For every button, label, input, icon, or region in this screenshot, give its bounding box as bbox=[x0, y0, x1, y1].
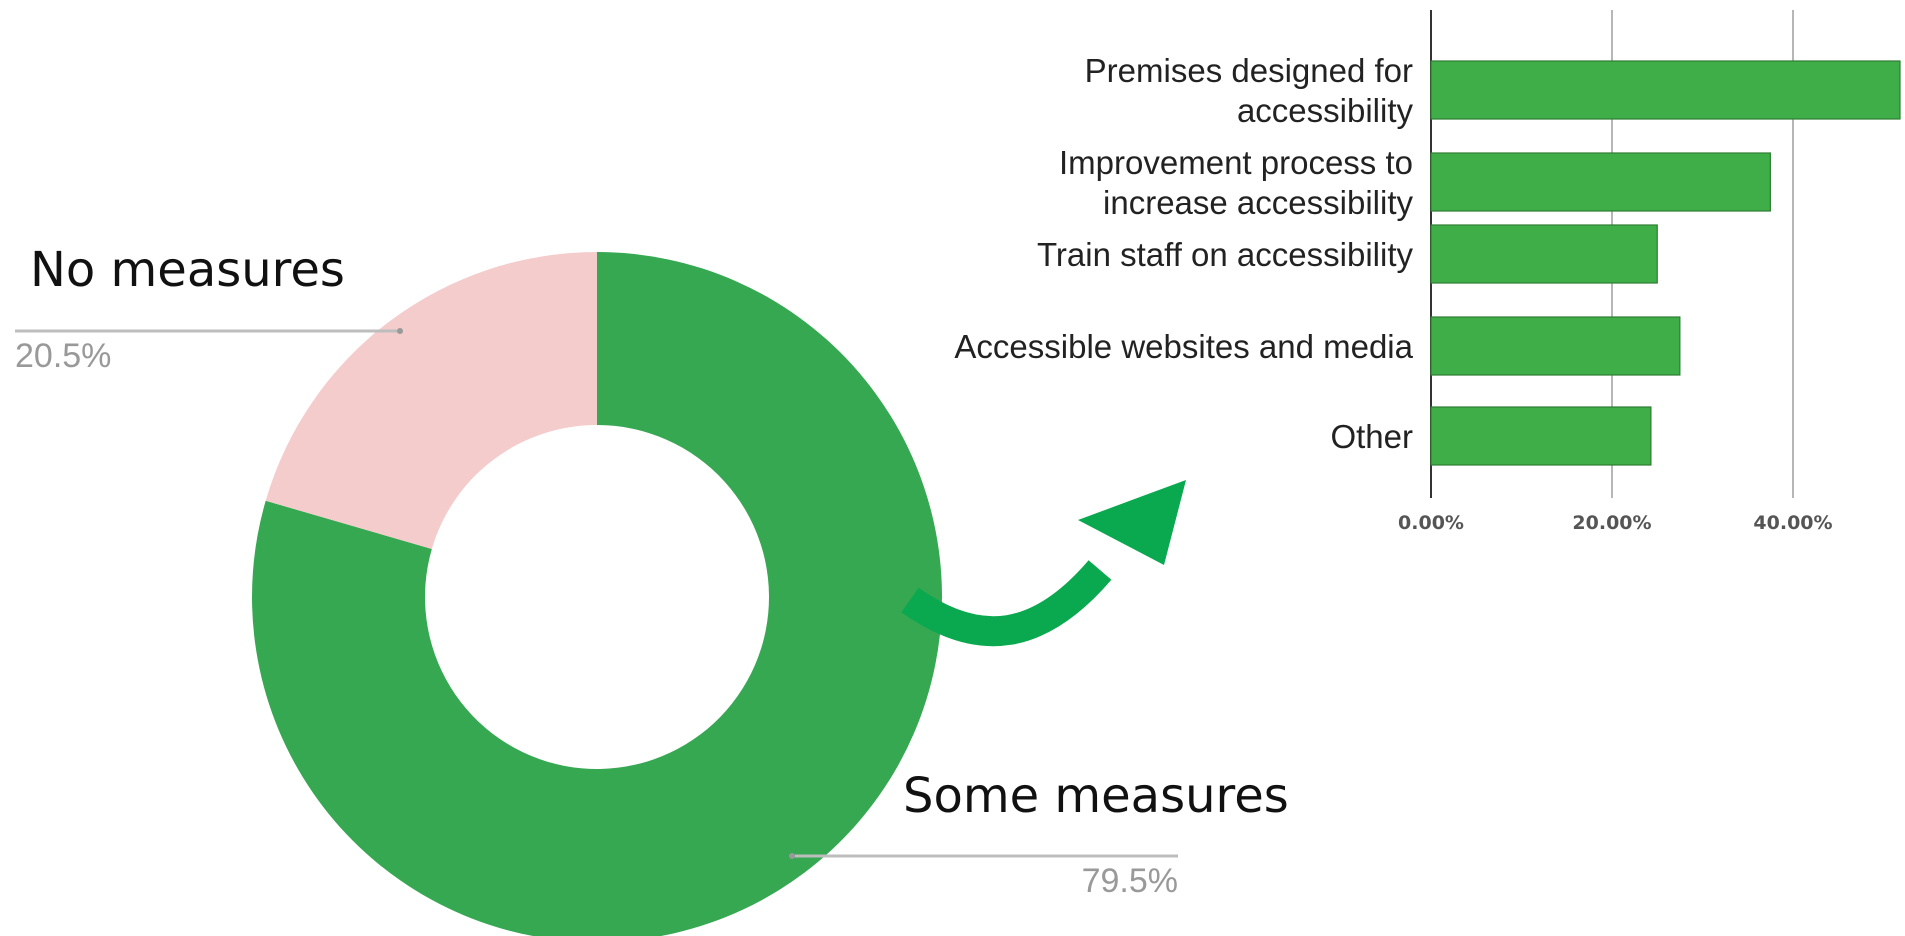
some-measures-callout: Some measures bbox=[903, 768, 1289, 824]
bar bbox=[1430, 406, 1652, 466]
bar-category-label: Premises designed for bbox=[1085, 52, 1413, 89]
bar bbox=[1430, 152, 1771, 212]
bar-category-label: accessibility bbox=[1237, 92, 1414, 129]
bar bbox=[1430, 60, 1901, 120]
bar bbox=[1430, 316, 1681, 376]
x-tick-label: 20.00% bbox=[1572, 512, 1651, 534]
x-tick-label: 40.00% bbox=[1753, 512, 1832, 534]
no-measures-leader-dot bbox=[397, 328, 403, 334]
some-measures-percent: 79.5% bbox=[1082, 862, 1178, 900]
bar bbox=[1430, 224, 1658, 284]
bar-category-label: increase accessibility bbox=[1103, 184, 1413, 221]
donut-chart bbox=[252, 252, 942, 936]
bar-chart bbox=[1430, 60, 1901, 466]
bar-category-label: Improvement process to bbox=[1059, 144, 1413, 181]
x-tick-label: 0.00% bbox=[1398, 512, 1464, 534]
bar-category-label: Accessible websites and media bbox=[954, 328, 1413, 365]
bar-chart-axis-ticks: 0.00% 20.00% 40.00% bbox=[1398, 512, 1833, 534]
bar-category-label: Other bbox=[1330, 418, 1413, 455]
no-measures-callout: No measures bbox=[30, 242, 345, 298]
donut-slice-0 bbox=[265, 252, 597, 550]
no-measures-percent: 20.5% bbox=[15, 337, 111, 375]
bar-category-label: Train staff on accessibility bbox=[1037, 236, 1413, 273]
curved-arrow-icon bbox=[901, 480, 1186, 647]
some-measures-leader-dot bbox=[789, 853, 795, 859]
donut-slice-1 bbox=[252, 252, 942, 936]
